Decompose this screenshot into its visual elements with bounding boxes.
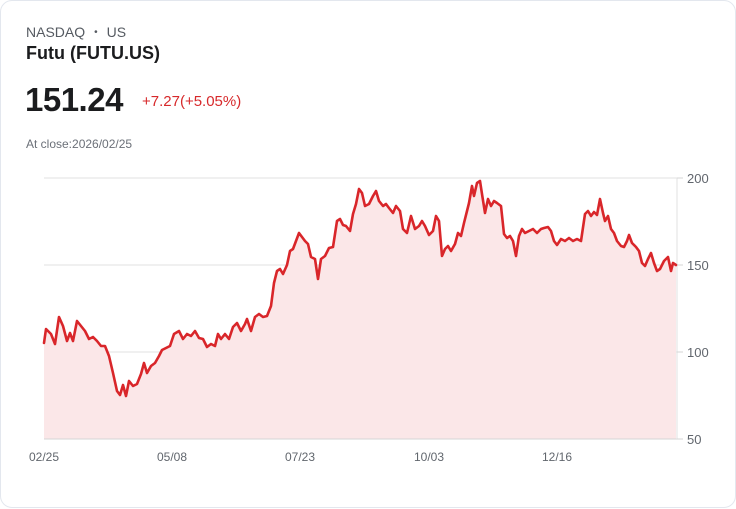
x-tick-label: 02/25 bbox=[29, 450, 59, 464]
x-tick-label: 05/08 bbox=[157, 450, 187, 464]
price-change: +7.27(+5.05%) bbox=[142, 93, 242, 110]
exchange-line: NASDAQ • US bbox=[26, 24, 126, 40]
price-line bbox=[42, 179, 678, 398]
y-tick-marks bbox=[677, 177, 683, 440]
price-area-fill bbox=[44, 181, 676, 439]
stock-name: Futu (FUTU.US) bbox=[26, 43, 160, 63]
y-tick-label: 50 bbox=[687, 432, 701, 447]
region-label: US bbox=[106, 24, 127, 40]
x-tick-label: 07/23 bbox=[285, 450, 315, 464]
separator-dot: • bbox=[94, 26, 98, 38]
close-timestamp: At close:2026/02/25 bbox=[26, 137, 133, 151]
x-tick-label: 10/03 bbox=[414, 450, 444, 464]
exchange-label: NASDAQ bbox=[26, 24, 86, 40]
current-price: 151.24 bbox=[25, 81, 123, 118]
y-tick-label: 200 bbox=[687, 171, 709, 186]
x-tick-label: 12/16 bbox=[542, 450, 572, 464]
y-tick-label: 100 bbox=[687, 345, 709, 360]
y-tick-label: 150 bbox=[687, 258, 709, 273]
